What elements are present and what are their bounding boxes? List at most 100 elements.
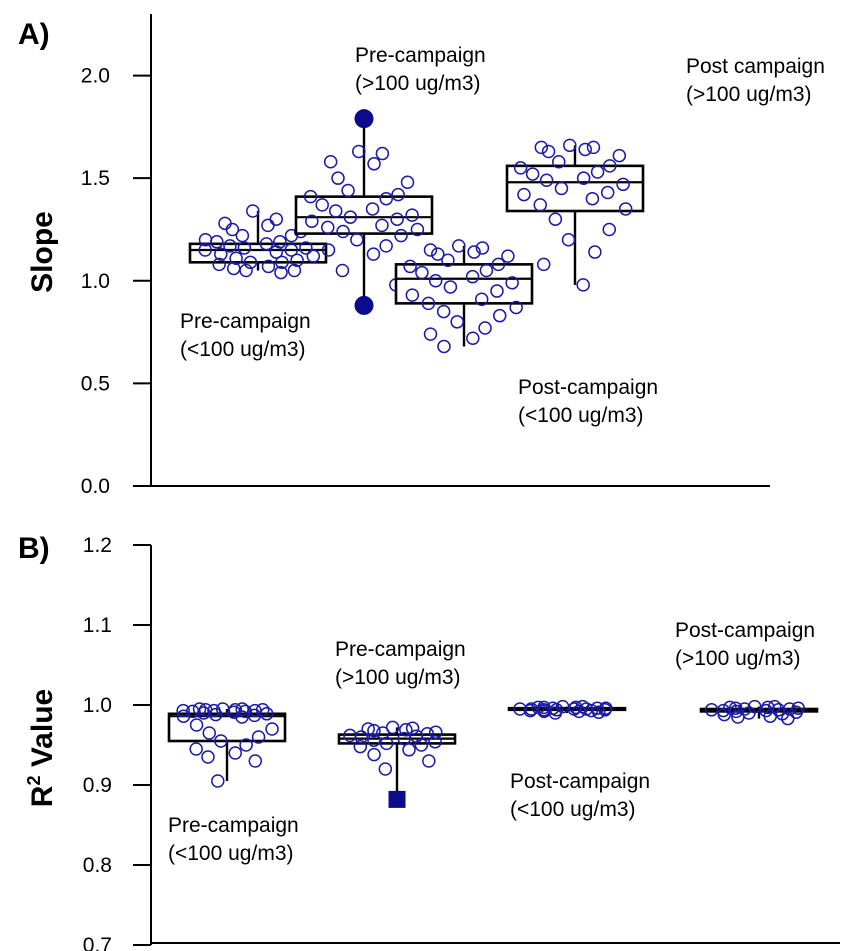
data-point xyxy=(290,253,304,268)
data-point xyxy=(239,263,253,278)
data-point xyxy=(365,202,380,216)
data-point xyxy=(335,263,350,278)
data-point xyxy=(367,733,381,747)
data-point xyxy=(284,228,299,243)
data-point xyxy=(321,243,336,257)
data-point xyxy=(492,308,507,323)
data-point xyxy=(354,730,368,744)
data-point xyxy=(227,705,241,719)
data-point xyxy=(214,734,228,748)
data-point xyxy=(536,257,551,272)
data-point xyxy=(569,700,583,715)
data-point xyxy=(585,191,600,206)
data-point xyxy=(552,155,566,169)
data-point xyxy=(379,239,393,253)
data-point xyxy=(366,247,381,261)
group-label: Pre-campaign xyxy=(355,44,486,67)
data-point xyxy=(378,762,393,776)
data-point xyxy=(421,296,436,311)
data-point xyxy=(305,214,319,229)
data-point xyxy=(590,165,605,179)
box-group: Pre-campaign (>100 ug/m3) xyxy=(294,44,486,315)
group-label: Pre-campaign xyxy=(168,814,299,837)
data-point xyxy=(572,704,586,719)
data-point xyxy=(405,288,420,302)
data-point xyxy=(379,191,393,206)
data-point xyxy=(201,750,215,764)
data-point xyxy=(576,278,590,292)
data-point xyxy=(612,148,627,163)
data-point xyxy=(397,731,411,746)
data-point xyxy=(429,725,443,739)
data-point xyxy=(367,723,381,738)
data-point xyxy=(616,177,630,192)
group-label: Post campaign xyxy=(686,55,825,78)
data-point xyxy=(202,726,217,740)
data-point xyxy=(548,212,563,226)
box-group: Pre-campaign (<100 ug/m3) xyxy=(180,204,328,361)
data-point xyxy=(431,247,445,261)
data-point xyxy=(323,155,338,169)
data-point xyxy=(789,705,803,719)
data-point xyxy=(450,315,464,329)
group-label: (>100 ug/m3) xyxy=(675,647,801,670)
data-point xyxy=(261,259,276,274)
data-point xyxy=(329,204,343,218)
y-tick-label: 0.7 xyxy=(83,934,112,951)
data-point xyxy=(517,187,531,202)
data-point xyxy=(602,222,617,237)
data-point xyxy=(261,218,275,233)
panel-b-y-axis-label: R2 Value xyxy=(24,689,59,807)
data-point xyxy=(513,161,528,175)
data-point xyxy=(402,743,416,757)
data-point xyxy=(563,138,577,153)
data-point xyxy=(534,140,549,155)
data-point xyxy=(176,709,191,723)
data-point xyxy=(405,208,419,222)
data-point xyxy=(717,707,732,722)
data-point xyxy=(501,249,515,263)
data-point xyxy=(212,257,226,272)
data-point xyxy=(479,263,494,278)
group-label: (<100 ug/m3) xyxy=(168,842,294,865)
y-tick-label: 0.0 xyxy=(81,475,110,498)
data-point xyxy=(548,706,563,720)
data-point xyxy=(225,222,240,237)
data-point xyxy=(578,142,592,157)
data-point xyxy=(618,202,633,216)
data-point xyxy=(763,709,777,723)
outlier-point xyxy=(354,295,374,315)
data-point xyxy=(218,216,232,231)
group-label: (<100 ug/m3) xyxy=(518,404,644,427)
data-point xyxy=(452,239,466,253)
data-point xyxy=(306,249,321,263)
y-tick-label: 0.5 xyxy=(81,372,110,395)
data-point xyxy=(336,224,350,239)
data-point xyxy=(303,189,318,204)
data-point xyxy=(350,232,364,247)
data-point xyxy=(189,742,203,756)
panel-a-y-axis-label: Slope xyxy=(26,211,59,293)
data-point xyxy=(367,157,381,171)
data-point xyxy=(275,255,289,270)
group-label: (>100 ug/m3) xyxy=(686,83,812,106)
data-point xyxy=(405,721,420,735)
data-point xyxy=(361,722,375,736)
data-point xyxy=(321,220,335,235)
data-point xyxy=(315,198,329,212)
panel-b-letter: B) xyxy=(18,532,50,565)
box-group: Pre-campaign (<100 ug/m3) xyxy=(167,702,299,865)
data-point xyxy=(379,736,394,751)
y-tick-label: 1.1 xyxy=(83,614,112,637)
panel-b-y-axis-label-rest: Value xyxy=(26,689,59,776)
data-point xyxy=(428,274,443,288)
iqr-box xyxy=(294,195,434,235)
data-point xyxy=(352,144,366,159)
data-point xyxy=(375,146,390,161)
data-point xyxy=(189,718,204,732)
outlier-point xyxy=(354,109,374,129)
group-label: Pre-campaign xyxy=(335,638,466,661)
data-point xyxy=(491,257,506,272)
